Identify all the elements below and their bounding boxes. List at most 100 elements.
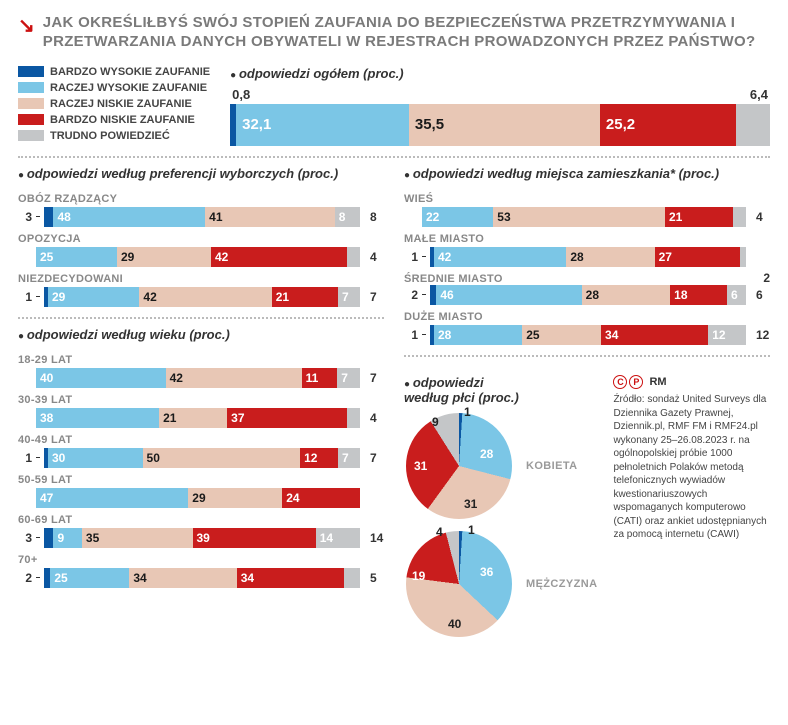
legend-swatch — [18, 98, 44, 109]
seg-dk — [733, 207, 746, 227]
group-label: DUŻE MIASTO — [404, 311, 770, 323]
trail-num: 7 — [370, 371, 384, 385]
bar-row: 129422177 — [18, 287, 384, 307]
place-title: odpowiedzi według miejsca zamieszkania* … — [404, 166, 770, 181]
legend-label: RACZEJ NISKIE ZAUFANIE — [50, 98, 192, 110]
trail-num: 7 — [370, 451, 384, 465]
trail-num: 8 — [370, 210, 384, 224]
seg-dk: 6 — [727, 285, 746, 305]
overall-top-right: 6,4 — [750, 87, 768, 102]
legend-label: RACZEJ WYSOKIE ZAUFANIE — [50, 82, 207, 94]
mini-bar: 252942 — [36, 247, 360, 267]
overall-seg-very_low: 25,2 — [600, 104, 736, 146]
bar-row: 1422827 — [404, 247, 770, 267]
lead-num: 3 — [18, 531, 32, 545]
group-label: 18-29 LAT — [18, 354, 384, 366]
seg-very_low: 34 — [237, 568, 344, 588]
seg-high: 9 — [53, 528, 81, 548]
seg-very_high — [44, 207, 53, 227]
legend-swatch — [18, 114, 44, 125]
seg-low: 50 — [143, 448, 301, 468]
gender-title: odpowiedzi według płci (proc.) — [404, 375, 524, 405]
overall-top-left: 0,8 — [232, 87, 250, 102]
seg-very_low: 21 — [272, 287, 338, 307]
seg-dk — [347, 247, 360, 267]
group-label: OPOZYCJA — [18, 233, 384, 245]
group-label: NIEZDECYDOWANI — [18, 273, 384, 285]
lead-num: 1 — [18, 451, 32, 465]
group-label: 40-49 LAT — [18, 434, 384, 446]
seg-low: 35 — [82, 528, 193, 548]
mini-bar: 472924 — [36, 488, 360, 508]
bar-row: 472924 — [18, 488, 384, 508]
overall-seg-dk — [736, 104, 770, 146]
mini-bar: 382137 — [36, 408, 360, 428]
bar-row: 130501277 — [18, 448, 384, 468]
seg-low: 28 — [566, 247, 654, 267]
source-block: CPRM Źródło: sondaż United Surveys dla D… — [613, 375, 770, 542]
bar-row: 3484188 — [18, 207, 384, 227]
lead-num: 1 — [18, 290, 32, 304]
pie-value: 31 — [464, 497, 477, 511]
pie-value: 28 — [480, 447, 493, 461]
bar-row: 12825341212 — [404, 325, 770, 345]
bar-row: 3935391414 — [18, 528, 384, 548]
group-label: 50-59 LAT — [18, 474, 384, 486]
seg-high: 40 — [36, 368, 166, 388]
legend-item: BARDZO WYSOKIE ZAUFANIE — [18, 66, 210, 78]
trail-num: 7 — [370, 290, 384, 304]
seg-high: 46 — [436, 285, 581, 305]
pie-value: 36 — [480, 565, 493, 579]
pie-row: 13640194MĘŻCZYZNA — [404, 529, 597, 639]
seg-high: 42 — [434, 247, 566, 267]
trail-num: 4 — [370, 250, 384, 264]
mini-bar: 48418 — [44, 207, 360, 227]
seg-high: 48 — [53, 207, 205, 227]
mini-bar: 9353914 — [44, 528, 360, 548]
overall-bar: 32,135,525,2 — [230, 104, 770, 146]
pref-title: odpowiedzi według preferencji wyborczych… — [18, 166, 384, 181]
legend-swatch — [18, 82, 44, 93]
trail-num: 5 — [370, 571, 384, 585]
seg-very_low: 24 — [282, 488, 360, 508]
trail-num: 4 — [756, 210, 770, 224]
seg-low: 53 — [493, 207, 665, 227]
legend-item: RACZEJ WYSOKIE ZAUFANIE — [18, 82, 210, 94]
seg-very_low: 39 — [193, 528, 316, 548]
seg-dk — [740, 247, 746, 267]
seg-high: 47 — [36, 488, 188, 508]
mini-bar: 2942217 — [44, 287, 360, 307]
group-label: OBÓZ RZĄDZĄCY — [18, 193, 384, 205]
legend-item: BARDZO NISKIE ZAUFANIE — [18, 114, 210, 126]
seg-dk — [347, 408, 360, 428]
lead-num: 1 — [404, 328, 418, 342]
legend-swatch — [18, 66, 44, 77]
mini-bar: 28253412 — [430, 325, 746, 345]
mini-bar: 4628186 — [430, 285, 746, 305]
trail-num: 6 — [756, 288, 770, 302]
source-text: Źródło: sondaż United Surveys dla Dzienn… — [613, 393, 770, 542]
bar-row: 246281866 — [404, 285, 770, 305]
seg-low: 41 — [205, 207, 335, 227]
seg-very_high — [44, 528, 53, 548]
seg-low: 29 — [188, 488, 282, 508]
pie-value: 1 — [468, 523, 475, 537]
age-title: odpowiedzi według wieku (proc.) — [18, 327, 384, 342]
overall-seg-low: 35,5 — [409, 104, 600, 146]
pie-value: 19 — [412, 569, 425, 583]
lead-num: 1 — [404, 250, 418, 264]
lead-num: 2 — [404, 288, 418, 302]
pie-value: 1 — [464, 405, 471, 419]
seg-high: 29 — [48, 287, 139, 307]
seg-low: 21 — [159, 408, 227, 428]
seg-very_low: 11 — [302, 368, 338, 388]
trail-num: 4 — [370, 411, 384, 425]
seg-high: 30 — [48, 448, 143, 468]
bar-row: 40421177 — [18, 368, 384, 388]
seg-high: 25 — [36, 247, 117, 267]
seg-dk: 7 — [338, 287, 360, 307]
seg-very_low: 34 — [601, 325, 708, 345]
seg-dk — [344, 568, 360, 588]
seg-low: 25 — [522, 325, 601, 345]
seg-very_low: 37 — [227, 408, 347, 428]
